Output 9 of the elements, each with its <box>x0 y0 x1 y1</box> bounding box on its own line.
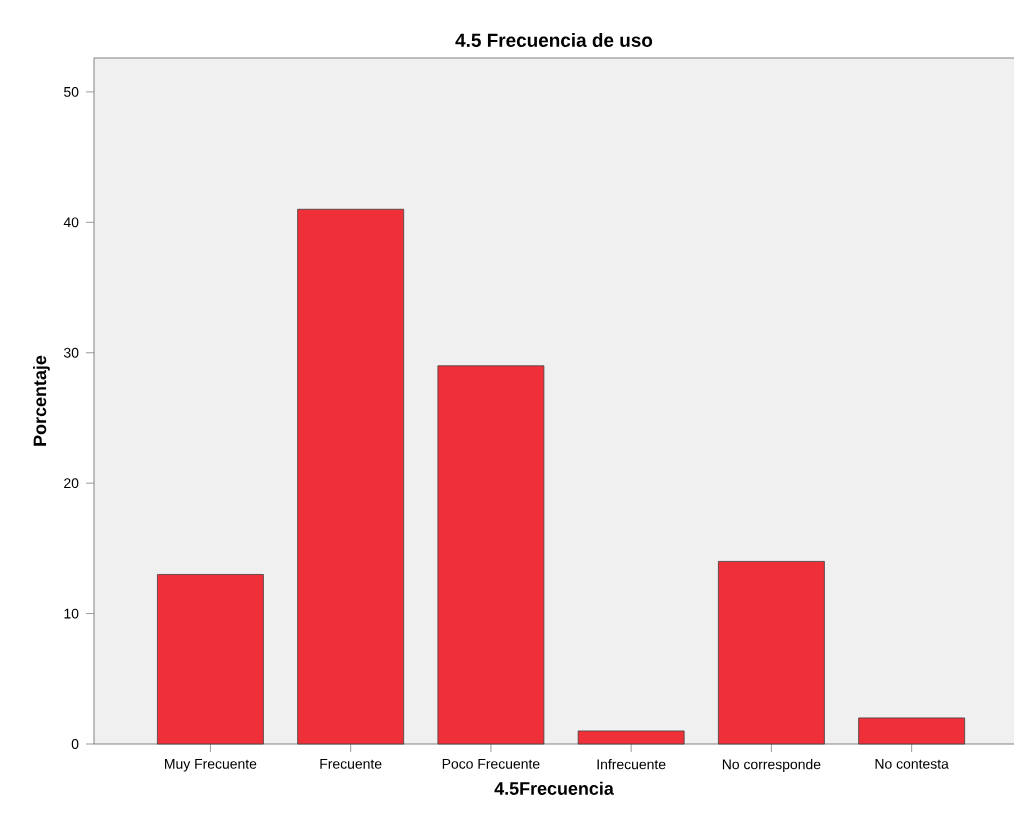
bar <box>437 365 545 745</box>
bar <box>297 208 405 745</box>
bar <box>717 561 825 745</box>
bar <box>577 730 685 745</box>
x-axis-title: 4.5Frecuencia <box>494 781 614 795</box>
bar <box>858 717 966 745</box>
chart-title: 4.5 Frecuencia de uso <box>455 33 653 47</box>
y-axis-title: Porcentaje <box>33 355 50 446</box>
bar <box>157 574 264 745</box>
